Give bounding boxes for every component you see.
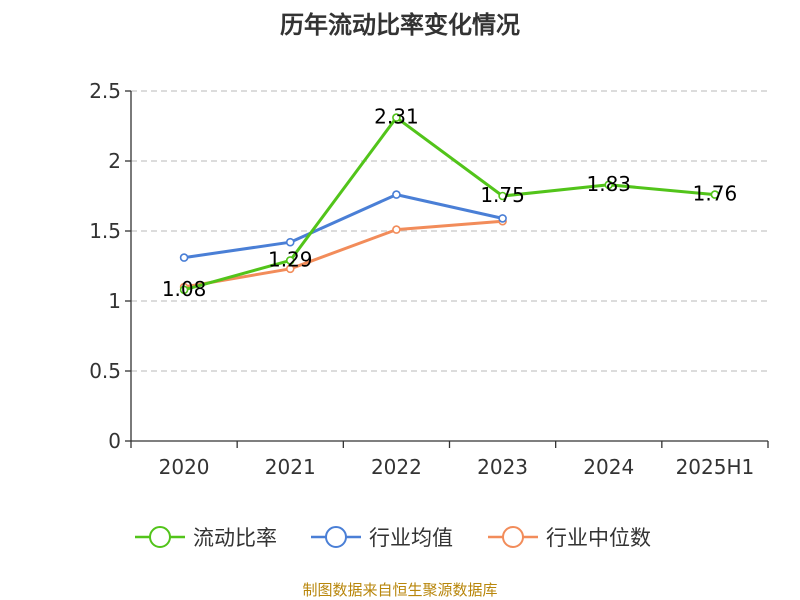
legend-label: 行业中位数 bbox=[546, 526, 651, 550]
data-label: 1.29 bbox=[268, 247, 313, 271]
data-point bbox=[392, 225, 401, 234]
data-point bbox=[604, 180, 614, 190]
data-label: 1.75 bbox=[480, 183, 525, 207]
data-labels: 1.08 1.29 2.31 1.75 1.83 1.76 bbox=[162, 105, 737, 301]
series-line-2 bbox=[183, 219, 503, 289]
data-point bbox=[710, 190, 720, 199]
data-label: 2.31 bbox=[374, 105, 419, 129]
data-point bbox=[179, 253, 189, 262]
data-point bbox=[498, 191, 507, 201]
series-line-0 bbox=[183, 116, 716, 292]
legend-marker bbox=[149, 526, 171, 548]
data-label: 1.83 bbox=[586, 172, 631, 196]
grid-lines bbox=[131, 90, 768, 372]
data-point bbox=[179, 285, 189, 295]
series-group bbox=[179, 113, 720, 295]
data-point bbox=[392, 190, 401, 199]
y-tick-label: 2.5 bbox=[89, 79, 121, 103]
x-tick-label: 2025H1 bbox=[676, 455, 755, 479]
x-tick-label: 2023 bbox=[477, 455, 528, 479]
data-point bbox=[285, 264, 295, 274]
data-point bbox=[285, 237, 295, 247]
y-tick-label: 2 bbox=[108, 149, 121, 173]
y-tick-label: 1 bbox=[108, 289, 121, 313]
legend: 流动比率 行业均值 行业中位数 bbox=[135, 526, 651, 550]
x-tick-label: 2021 bbox=[265, 455, 316, 479]
legend-label: 流动比率 bbox=[193, 526, 277, 550]
legend-marker bbox=[325, 526, 347, 548]
chart-title: 历年流动比率变化情况 bbox=[280, 11, 520, 39]
axes: 0 0.5 1 1.5 2 2.5 2020 2021 2022 2023 2024 2025H1 bbox=[89, 79, 769, 479]
x-tick-label: 2022 bbox=[371, 455, 422, 479]
x-tick-label: 2020 bbox=[159, 455, 210, 479]
source-note: 制图数据来自恒生聚源数据库 bbox=[302, 581, 497, 599]
legend-marker bbox=[502, 526, 524, 548]
series-line-1 bbox=[183, 193, 503, 260]
data-label: 1.08 bbox=[162, 277, 207, 301]
y-tick-label: 1.5 bbox=[89, 219, 121, 243]
x-tick-label: 2024 bbox=[583, 455, 634, 479]
data-point bbox=[392, 113, 401, 122]
data-label: 1.76 bbox=[693, 182, 738, 206]
data-point bbox=[498, 214, 507, 223]
legend-label: 行业均值 bbox=[369, 526, 453, 550]
y-tick-label: 0 bbox=[108, 429, 121, 453]
y-tick-label: 0.5 bbox=[89, 359, 121, 383]
data-point bbox=[285, 256, 295, 265]
